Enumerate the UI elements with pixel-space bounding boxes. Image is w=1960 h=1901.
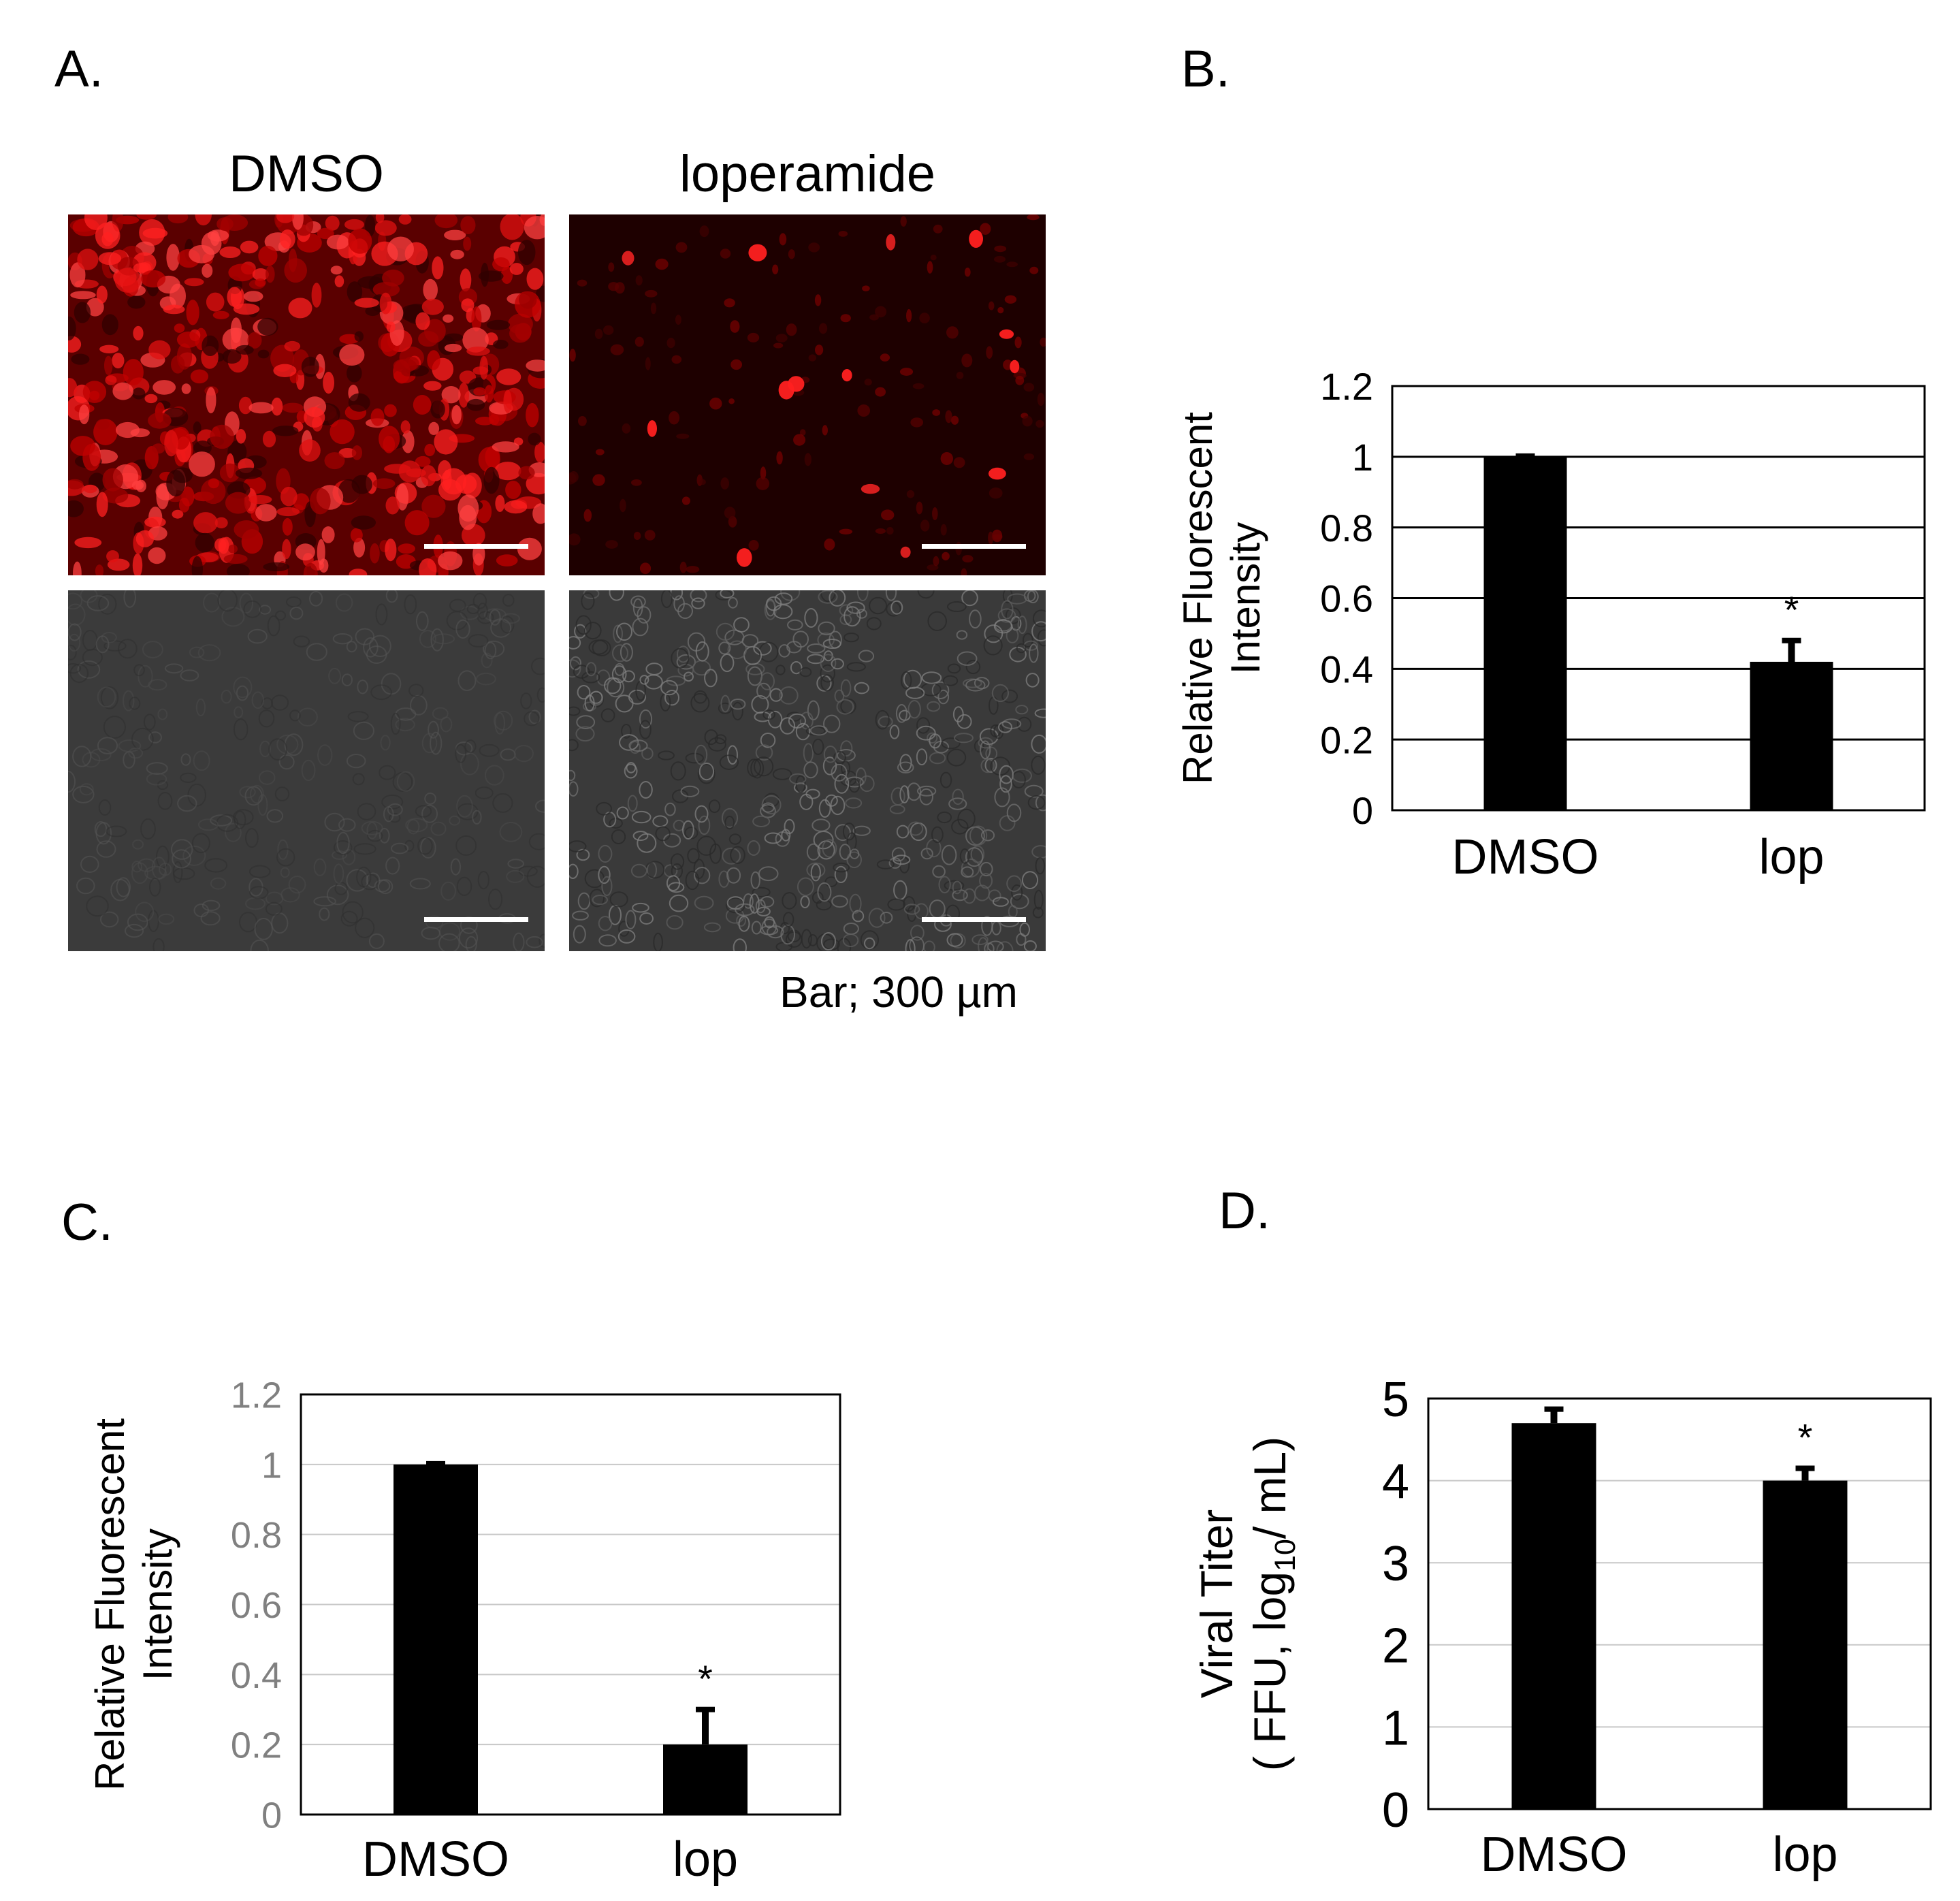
plot-frame-c — [300, 1393, 841, 1816]
micrograph-fluorescence-loperamide — [569, 214, 1046, 575]
panel-b-letter: B. — [1181, 40, 1230, 98]
ytick-label-c-4: 0.8 — [231, 1515, 282, 1556]
chart-d: 0 1 2 3 4 5 DMSO * lop Viral Titer( FFU, log10/ m… — [1191, 1373, 1932, 1882]
ytick-label-c-0: 0 — [261, 1795, 282, 1836]
category-label-d-0: DMSO — [1481, 1827, 1628, 1882]
y-axis-label-b-line-1: Intensity — [1223, 522, 1268, 674]
y-axis-label-d-line-1: ( FFU, log10/ mL) — [1244, 1437, 1302, 1771]
significance-marker-b-1: * — [1784, 588, 1799, 631]
micrograph-fluorescence-dmso — [68, 214, 545, 575]
plot-frame-b — [1391, 385, 1926, 812]
fluorescence-dmso-image — [68, 214, 545, 575]
ytick-label-d-0: 0 — [1382, 1783, 1409, 1838]
ytick-label-b-4: 0.8 — [1320, 507, 1373, 549]
micrograph-brightfield-loperamide — [569, 590, 1046, 951]
category-label-d-1: lop — [1772, 1827, 1837, 1882]
ytick-label-c-6: 1.2 — [231, 1375, 282, 1416]
bar-d-lop — [1763, 1480, 1848, 1809]
micrograph-brightfield-dmso — [68, 590, 545, 951]
column-header-dmso: DMSO — [229, 145, 384, 203]
category-label-b-1: lop — [1758, 830, 1824, 884]
brightfield-loperamide-image — [569, 590, 1046, 951]
scale-bar-2 — [922, 544, 1026, 549]
ytick-label-b-0: 0 — [1352, 789, 1373, 832]
ytick-label-d-3: 3 — [1382, 1537, 1409, 1591]
column-header-loperamide: loperamide — [679, 145, 935, 203]
panel-a-letter: A. — [54, 40, 103, 98]
category-label-c-1: lop — [673, 1832, 738, 1887]
plot-frame-d — [1427, 1397, 1932, 1810]
y-axis-label-c-line-1: Intensity — [135, 1529, 180, 1680]
ytick-label-c-5: 1 — [261, 1445, 282, 1486]
ytick-label-b-2: 0.4 — [1320, 648, 1373, 690]
chart-c: 0 0.2 0.4 0.6 0.8 1 1.2 DMSO * lop Relative Fluore… — [87, 1375, 841, 1887]
ytick-label-c-1: 0.2 — [231, 1725, 282, 1766]
ytick-label-d-5: 5 — [1382, 1373, 1409, 1427]
ytick-label-c-3: 0.6 — [231, 1585, 282, 1626]
panel-d-letter: D. — [1219, 1182, 1270, 1240]
significance-marker-d-1: * — [1798, 1416, 1813, 1459]
scale-bar-3 — [424, 917, 528, 922]
ytick-label-b-6: 1.2 — [1320, 365, 1373, 408]
fluorescence-loperamide-image — [569, 214, 1046, 575]
category-label-c-0: DMSO — [362, 1832, 509, 1887]
ytick-label-d-4: 4 — [1382, 1455, 1409, 1509]
ytick-label-d-2: 2 — [1382, 1619, 1409, 1674]
scale-bar-4 — [922, 917, 1026, 922]
chart-b: 0 0.2 0.4 0.6 0.8 1 1.2 DMSO * lop Relative Fluore… — [1175, 365, 1926, 884]
y-axis-label-b-line-0: Relative Fluorescent — [1175, 412, 1221, 784]
scale-bar-note: Bar; 300 µm — [780, 968, 1018, 1017]
bar-b-lop — [1750, 661, 1833, 810]
bar-b-dmso — [1483, 456, 1567, 810]
significance-marker-c-1: * — [698, 1657, 713, 1700]
bar-c-dmso — [393, 1464, 478, 1815]
y-axis-label-c-line-0: Relative Fluorescent — [87, 1418, 133, 1791]
ytick-label-b-5: 1 — [1352, 436, 1373, 479]
ytick-label-c-2: 0.4 — [231, 1655, 282, 1696]
ytick-label-b-3: 0.6 — [1320, 577, 1373, 620]
y-axis-label-d-line-0: Viral Titer — [1191, 1509, 1242, 1699]
category-label-b-0: DMSO — [1452, 830, 1599, 884]
panel-c-letter: C. — [61, 1194, 113, 1251]
ytick-label-b-1: 0.2 — [1320, 718, 1373, 761]
bar-d-dmso — [1511, 1423, 1596, 1809]
bar-c-lop — [663, 1744, 748, 1815]
ytick-label-d-1: 1 — [1382, 1701, 1409, 1755]
brightfield-dmso-image — [68, 590, 545, 951]
scale-bar-1 — [424, 544, 528, 549]
